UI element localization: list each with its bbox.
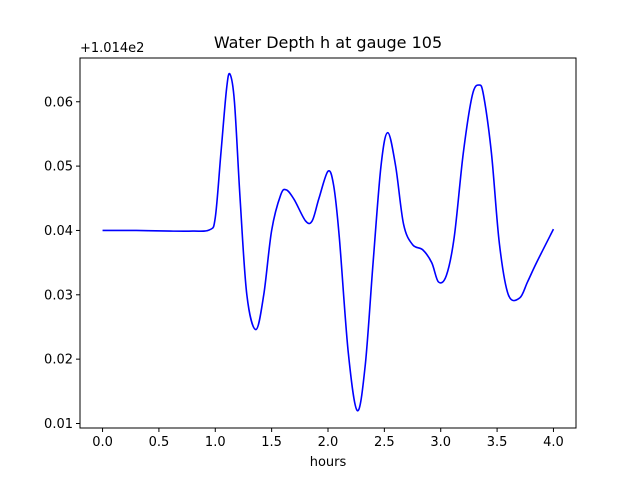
y-tick-label: 0.01 (44, 417, 73, 432)
x-tick-label: 1.0 (205, 435, 226, 450)
x-tick-label: 0.0 (92, 435, 113, 450)
y-tick-label: 0.05 (44, 160, 73, 175)
x-tick-label: 1.5 (261, 435, 282, 450)
y-tick-label: 0.03 (44, 288, 73, 303)
x-tick-label: 3.5 (487, 435, 508, 450)
x-tick-label: 4.0 (543, 435, 564, 450)
y-tick-label: 0.02 (44, 353, 73, 368)
series-line (102, 72, 555, 412)
y-axis: 0.01 0.02 0.03 0.04 0.05 0.06 (44, 95, 80, 432)
x-tick-label: 3.0 (430, 435, 451, 450)
x-axis: 0.0 0.5 1.0 1.5 2.0 2.5 3.0 3.5 4.0 (92, 428, 564, 450)
x-tick-label: 2.0 (318, 435, 339, 450)
x-tick-label: 2.5 (374, 435, 395, 450)
y-axis-offset-label: +1.014e2 (80, 41, 144, 56)
y-tick-label: 0.06 (44, 95, 73, 110)
x-axis-label: hours (310, 455, 347, 470)
y-tick-label: 0.04 (44, 224, 73, 239)
chart-title: Water Depth h at gauge 105 (214, 33, 442, 52)
plot-layer (102, 72, 555, 412)
x-tick-label: 0.5 (149, 435, 170, 450)
